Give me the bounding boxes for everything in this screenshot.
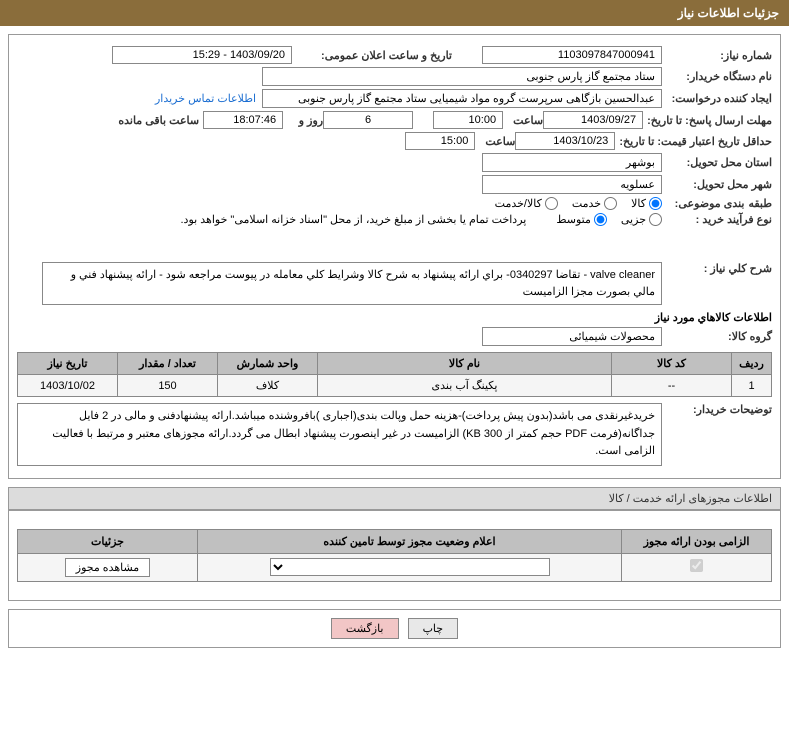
cell-name: پکینگ آب بندی	[318, 375, 612, 397]
lic-cell-mandatory	[622, 553, 772, 581]
lic-th-details: جزئیات	[18, 529, 198, 553]
category-radio-both[interactable]: کالا/خدمت	[495, 197, 558, 210]
main-form-box: شماره نیاز: 1103097847000941 تاریخ و ساع…	[8, 34, 781, 479]
province-value: بوشهر	[482, 153, 662, 172]
requester-label: ایجاد کننده درخواست:	[662, 92, 772, 105]
buyer-notes-label: توضیحات خریدار:	[662, 403, 772, 416]
category-radio-goods[interactable]: کالا	[631, 197, 662, 210]
time-remaining: 18:07:46	[203, 111, 283, 129]
page-header: جزئیات اطلاعات نیاز	[0, 0, 789, 26]
buyer-contact-link[interactable]: اطلاعات تماس خریدار	[155, 92, 256, 105]
action-button-row: چاپ بازگشت	[8, 609, 781, 648]
mandatory-checkbox	[690, 559, 703, 572]
lic-cell-details: مشاهده مجوز	[18, 553, 198, 581]
price-date-value: 1403/10/23	[515, 132, 615, 150]
process-radio-medium[interactable]: متوسط	[556, 213, 607, 226]
license-section-title: اطلاعات مجوزهای ارائه خدمت / کالا	[609, 493, 772, 505]
th-row: رديف	[732, 353, 772, 375]
cell-unit: کلاف	[218, 375, 318, 397]
goods-group-label: گروه کالا:	[662, 330, 772, 343]
announce-label: تاریخ و ساعت اعلان عمومی:	[292, 49, 452, 62]
back-button[interactable]: بازگشت	[331, 618, 399, 639]
th-name: نام کالا	[318, 353, 612, 375]
days-remaining: 6	[323, 111, 413, 129]
province-label: استان محل تحویل:	[662, 156, 772, 169]
requester-value: عبدالحسین بازگاهی سرپرست گروه مواد شیمیا…	[262, 89, 662, 108]
th-need-date: تاريخ نياز	[18, 353, 118, 375]
time-label-1: ساعت	[503, 114, 543, 127]
table-row: 1 -- پکینگ آب بندی کلاف 150 1403/10/02	[18, 375, 772, 397]
radio-minor-input[interactable]	[649, 213, 662, 226]
goods-group-value: محصولات شیمیائی	[482, 327, 662, 346]
process-radio-group: جزیی متوسط	[556, 213, 662, 226]
general-desc-label: شرح کلي نياز :	[662, 262, 772, 275]
buyer-notes-value: خریدغیرنقدی می باشد(بدون پیش پرداخت)-هزی…	[17, 403, 662, 466]
th-qty: تعداد / مقدار	[118, 353, 218, 375]
need-number-value: 1103097847000941	[482, 46, 662, 64]
days-and-label: روز و	[283, 114, 323, 127]
radio-medium-input[interactable]	[594, 213, 607, 226]
category-label: طبقه بندی موضوعی:	[662, 197, 772, 210]
license-table: الزامی بودن ارائه مجوز اعلام وضعیت مجوز …	[17, 529, 772, 582]
cell-idx: 1	[732, 375, 772, 397]
license-status-select[interactable]	[270, 558, 550, 576]
category-radio-service[interactable]: خدمت	[572, 197, 617, 210]
th-code: کد کالا	[612, 353, 732, 375]
radio-both-input[interactable]	[545, 197, 558, 210]
process-label: نوع فرآیند خرید :	[662, 213, 772, 226]
remaining-suffix: ساعت باقی مانده	[114, 114, 199, 127]
process-radio-minor[interactable]: جزیی	[621, 213, 662, 226]
reply-date-value: 1403/09/27	[543, 111, 643, 129]
price-time-value: 15:00	[405, 132, 475, 150]
city-value: عسلویه	[482, 175, 662, 194]
items-table: رديف کد کالا نام کالا واحد شمارش تعداد /…	[17, 352, 772, 397]
need-number-label: شماره نیاز:	[662, 49, 772, 62]
city-label: شهر محل تحویل:	[662, 178, 772, 191]
cell-qty: 150	[118, 375, 218, 397]
cell-code: --	[612, 375, 732, 397]
time-label-2: ساعت	[475, 135, 515, 148]
view-license-button[interactable]: مشاهده مجوز	[65, 558, 150, 577]
license-box: الزامی بودن ارائه مجوز اعلام وضعیت مجوز …	[8, 510, 781, 601]
print-button[interactable]: چاپ	[408, 618, 459, 639]
page-title: جزئیات اطلاعات نیاز	[678, 6, 779, 20]
announce-value: 1403/09/20 - 15:29	[112, 46, 292, 64]
reply-time-value: 10:00	[433, 111, 503, 129]
lic-cell-status	[198, 553, 622, 581]
items-section-title: اطلاعات کالاهاي مورد نياز	[17, 311, 772, 324]
license-section-bar: اطلاعات مجوزهای ارائه خدمت / کالا	[8, 487, 781, 510]
lic-th-mandatory: الزامی بودن ارائه مجوز	[622, 529, 772, 553]
price-validity-label: حداقل تاریخ اعتبار قیمت: تا تاریخ:	[615, 135, 772, 148]
license-row: مشاهده مجوز	[18, 553, 772, 581]
buyer-org-value: ستاد مجتمع گاز پارس جنوبی	[262, 67, 662, 86]
buyer-org-label: نام دستگاه خریدار:	[662, 70, 772, 83]
radio-goods-input[interactable]	[649, 197, 662, 210]
lic-th-status: اعلام وضعیت مجوز توسط تامین کننده	[198, 529, 622, 553]
payment-note: پرداخت تمام یا بخشی از مبلغ خرید، از محل…	[181, 213, 527, 226]
radio-service-input[interactable]	[604, 197, 617, 210]
cell-date: 1403/10/02	[18, 375, 118, 397]
category-radio-group: کالا خدمت کالا/خدمت	[495, 197, 662, 210]
general-desc-value: valve cleaner - تقاضا 0340297- براي ارائ…	[42, 262, 662, 305]
th-unit: واحد شمارش	[218, 353, 318, 375]
reply-deadline-label: مهلت ارسال پاسخ: تا تاریخ:	[643, 114, 772, 127]
